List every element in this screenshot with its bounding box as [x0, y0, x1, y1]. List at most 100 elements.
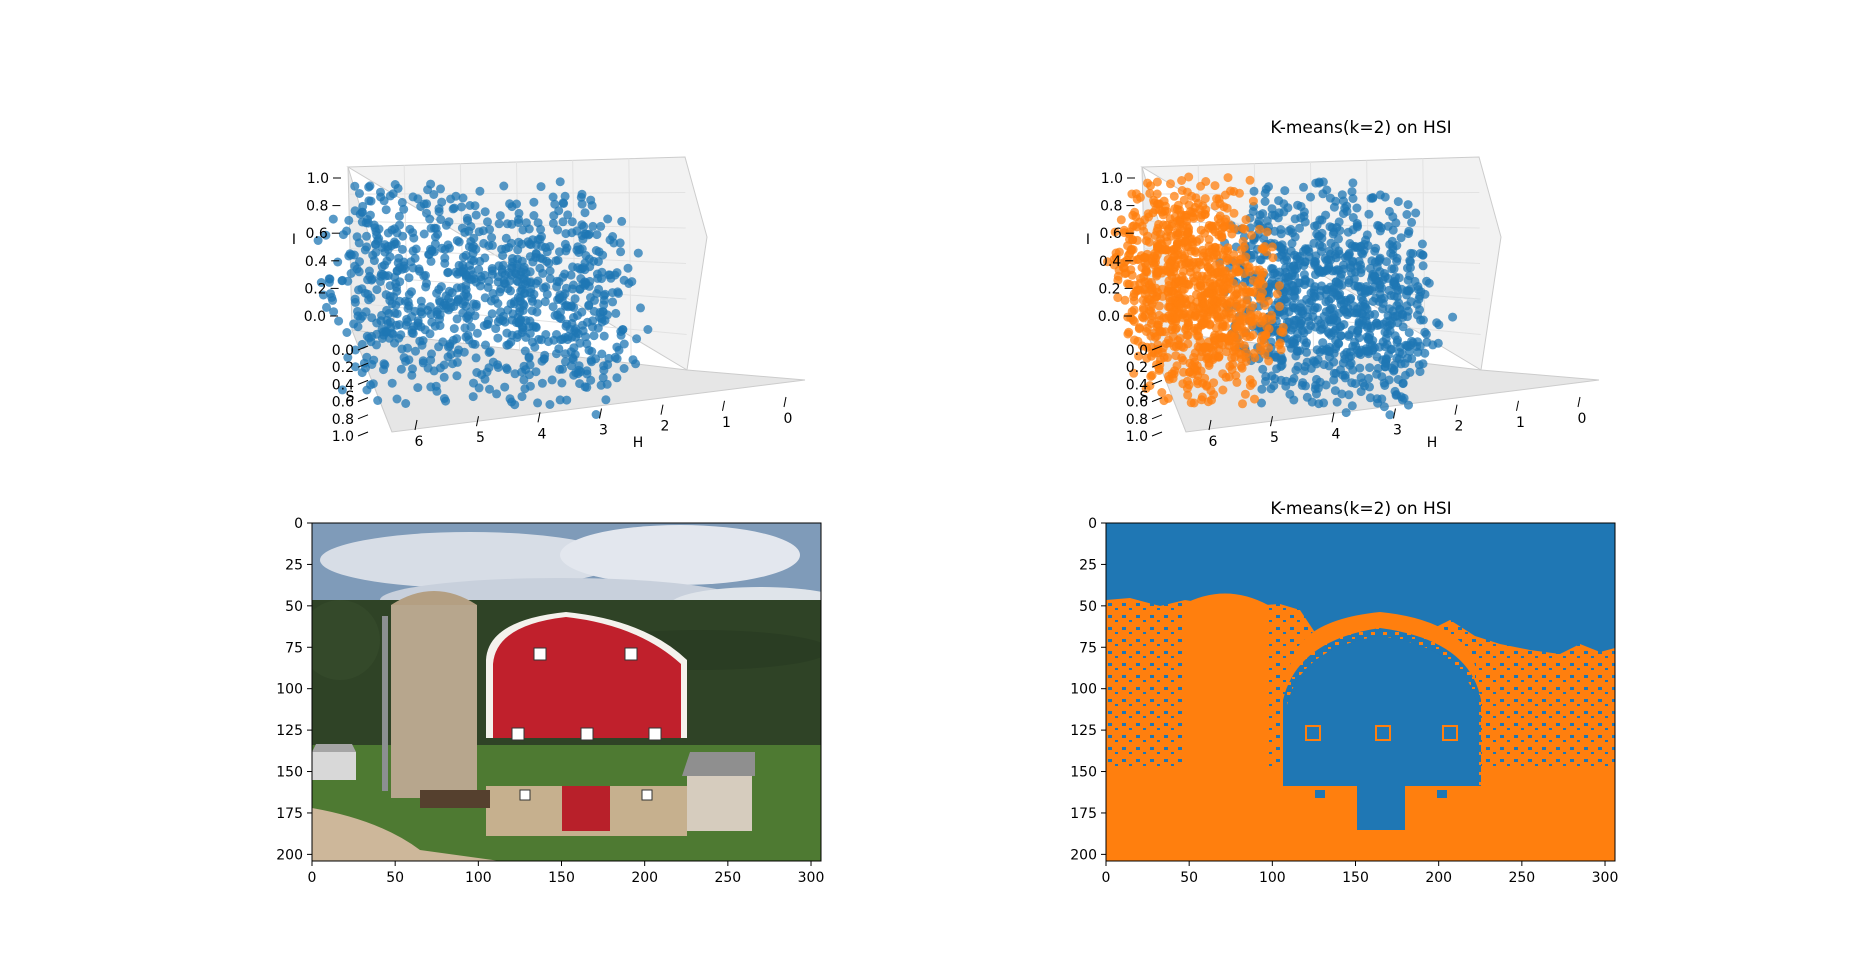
- scatter-point: [583, 230, 593, 240]
- scatter-point: [1260, 197, 1270, 206]
- scatter-point: [1310, 357, 1320, 367]
- scatter-point: [1237, 245, 1246, 255]
- scatter-point: [1210, 281, 1220, 290]
- scatter-point: [1170, 252, 1180, 261]
- cloud-1: [313, 177, 653, 419]
- segmentation-panel: K-means(k=2) on HSI 0 50 100 150 200 250 300 0…: [1070, 499, 1618, 886]
- scatter-point: [466, 221, 476, 231]
- scatter-point: [1366, 193, 1376, 203]
- scatter-point: [526, 278, 536, 288]
- xtick-mark: [1454, 404, 1458, 415]
- scatter-point: [511, 268, 521, 278]
- scatter-point: [1183, 390, 1193, 400]
- scatter-point: [383, 228, 393, 238]
- scatter-point: [1434, 320, 1444, 330]
- scatter-point: [427, 349, 436, 359]
- scatter-point: [500, 382, 510, 392]
- ztick-label: 0.0: [304, 309, 326, 325]
- scatter-point: [1379, 378, 1389, 388]
- scatter-point: [357, 217, 367, 227]
- scatter-point: [482, 367, 492, 377]
- scatter-point: [1290, 271, 1300, 281]
- ytick-label: 0.2: [1126, 360, 1148, 376]
- scatter-point: [1160, 265, 1170, 275]
- scatter-point: [543, 337, 553, 347]
- scatter-point: [1266, 384, 1276, 394]
- scatter-point: [350, 297, 360, 307]
- scatter-point: [357, 339, 367, 349]
- scatter-point: [1165, 302, 1175, 312]
- scatter-point: [1317, 228, 1327, 238]
- ztick-label: 1.0: [307, 171, 329, 187]
- scatter-point: [1348, 301, 1358, 311]
- scatter-point: [362, 242, 372, 252]
- scatter-point: [557, 378, 567, 388]
- scatter-point: [1342, 206, 1352, 216]
- scatter-point: [1357, 248, 1367, 258]
- scatter-point: [362, 231, 371, 241]
- scatter-point: [552, 282, 562, 292]
- scatter-point: [1193, 379, 1203, 389]
- scatter-point: [470, 201, 480, 211]
- ztick-label: 0.2: [304, 281, 326, 297]
- scatter-point: [400, 264, 410, 273]
- scatter-point: [1331, 196, 1341, 206]
- ztick-label: 0.8: [1100, 199, 1122, 215]
- scatter-point: [1321, 289, 1331, 299]
- scatter-point: [1118, 263, 1128, 273]
- scatter-point: [1331, 266, 1341, 276]
- ytick-label: 1.0: [332, 429, 354, 445]
- xtick-label: 100: [1259, 870, 1286, 886]
- scatter-point: [1348, 194, 1358, 203]
- scatter-point: [469, 299, 478, 309]
- scatter-point: [1347, 378, 1357, 388]
- xtick-label: 6: [1209, 434, 1218, 450]
- scatter-point: [1387, 264, 1397, 274]
- scatter-point: [558, 272, 568, 282]
- scatter-point: [1238, 399, 1247, 409]
- ztick-label: 0.6: [306, 226, 328, 242]
- scatter-point: [1301, 340, 1311, 350]
- scatter-point: [468, 392, 478, 402]
- scatter-point: [337, 385, 347, 395]
- scatter-point: [376, 316, 386, 326]
- scatter-point: [1127, 189, 1137, 199]
- scatter-point: [1176, 299, 1186, 309]
- scatter-point: [383, 319, 393, 329]
- xtick-label: 3: [1393, 423, 1402, 439]
- scatter-point: [350, 362, 360, 372]
- scatter-point: [1367, 340, 1377, 350]
- scatter-point: [1293, 361, 1303, 371]
- scatter-point: [1193, 371, 1203, 380]
- ytick-mark: [357, 397, 369, 403]
- scatter-point: [1285, 339, 1295, 349]
- scatter-point: [1370, 272, 1380, 282]
- xtick-label: 150: [1342, 870, 1369, 886]
- scatter-point: [598, 373, 608, 383]
- scatter-point: [466, 322, 476, 332]
- scatter-point: [1180, 212, 1190, 222]
- scatter-point: [572, 226, 582, 236]
- ztick-label: 0.4: [1099, 254, 1121, 270]
- scatter-point: [392, 266, 402, 276]
- scatter-point: [1279, 207, 1289, 217]
- scatter-point: [1234, 331, 1244, 341]
- scatter-point: [1267, 310, 1277, 320]
- scatter-point: [1183, 227, 1193, 237]
- scatter-point: [551, 256, 561, 266]
- scatter-point: [536, 224, 546, 234]
- scatter-point: [1233, 267, 1243, 277]
- scatter-point: [407, 287, 416, 297]
- scatter-point: [619, 275, 629, 285]
- scatter-point: [1120, 295, 1130, 305]
- scatter-point: [1365, 393, 1375, 403]
- scatter-point: [619, 339, 629, 349]
- xtick-label: 1: [722, 415, 731, 431]
- scatter-point: [1255, 342, 1265, 352]
- ytick-label: 0.8: [332, 412, 354, 428]
- xtick-label: 100: [465, 870, 492, 886]
- scatter-point: [1303, 312, 1313, 322]
- scatter-point: [1216, 229, 1226, 239]
- scatter-point: [1354, 333, 1364, 343]
